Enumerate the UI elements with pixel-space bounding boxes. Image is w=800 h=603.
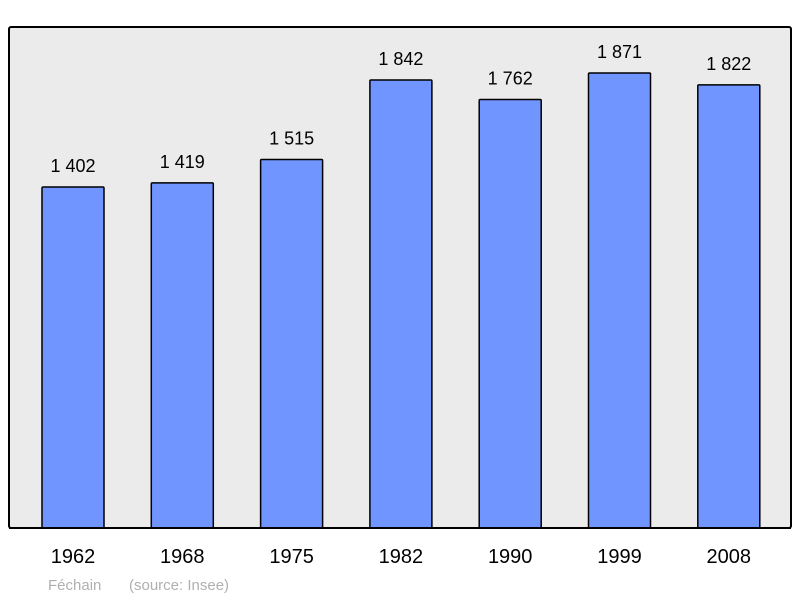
- x-tick-label: 1999: [597, 546, 642, 568]
- data-label: 1 822: [706, 54, 751, 74]
- bar-1968: [150, 182, 215, 529]
- x-tick-label: 1975: [269, 546, 314, 568]
- data-label: 1 762: [488, 68, 533, 88]
- x-tick-label: 1962: [51, 546, 96, 568]
- x-tick-label: 1990: [488, 546, 533, 568]
- bar-1962: [41, 186, 105, 529]
- x-tick-label: 1982: [379, 546, 424, 568]
- bar-1990: [478, 98, 542, 529]
- footer-source: (source: Insee): [129, 577, 229, 594]
- data-label: 1 402: [50, 156, 95, 176]
- bar-1975: [259, 158, 324, 529]
- data-label: 1 842: [378, 49, 423, 69]
- data-label: 1 419: [160, 152, 205, 172]
- data-label: 1 871: [597, 42, 642, 62]
- bar-1999: [587, 72, 652, 529]
- x-tick-label: 1968: [160, 546, 205, 568]
- x-tick-label: 2008: [707, 546, 752, 568]
- footer-place: Féchain: [48, 577, 101, 594]
- bar-1982: [369, 79, 433, 529]
- bar-2008: [697, 84, 761, 529]
- data-label: 1 515: [269, 129, 314, 149]
